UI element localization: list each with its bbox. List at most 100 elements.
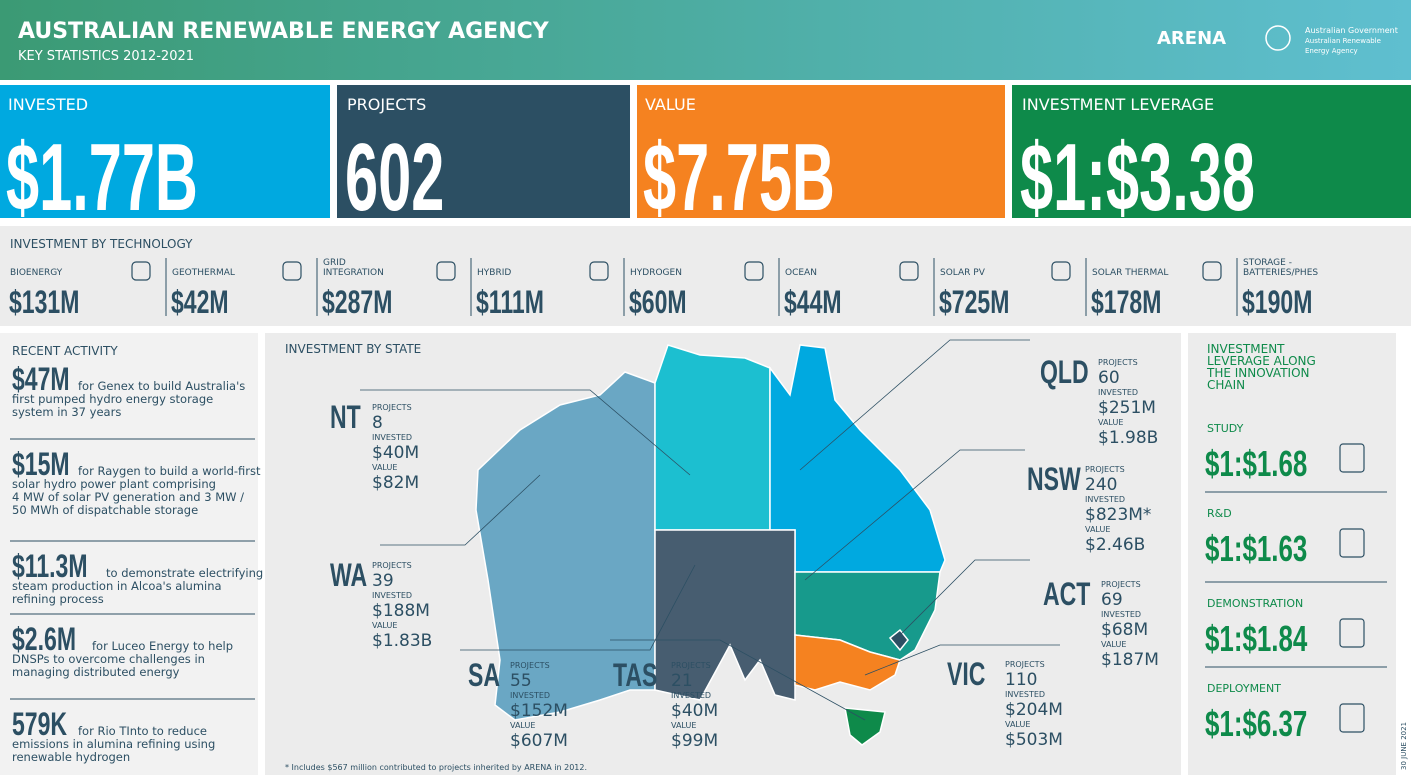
leverage-value: $1:$1.63 (1205, 529, 1307, 569)
state-invested: $823M* (1085, 505, 1151, 525)
small-label: VALUE (1098, 418, 1123, 427)
activity-text: to demonstrate electrifying (106, 566, 263, 580)
activity-text: DNSPs to overcome challenges in (12, 652, 205, 666)
kpi-value: $7.75B (643, 123, 835, 230)
small-label: INVESTED (1005, 690, 1045, 699)
small-label: INVESTED (1098, 388, 1138, 397)
state-invested: $204M (1005, 700, 1063, 720)
leverage-icon (1339, 443, 1365, 473)
activity-amount: $15M (12, 446, 70, 482)
tech-label: GRID (323, 258, 346, 268)
map (475, 344, 946, 746)
state-name: ACT (1043, 576, 1090, 612)
state-name: QLD (1040, 354, 1089, 390)
state-invested: $251M (1098, 398, 1156, 418)
activity-amount: $47M (12, 361, 70, 397)
kpi-label: PROJECTS (347, 95, 426, 114)
activity-text: renewable hydrogen (12, 750, 130, 764)
leader-line (864, 644, 1060, 676)
gov-text: Australian Renewable (1305, 37, 1381, 45)
small-label: PROJECTS (1098, 358, 1138, 367)
small-label: PROJECTS (372, 403, 412, 412)
tech-label: STORAGE - (1243, 258, 1292, 268)
activity-text: for Genex to build Australia's (78, 379, 245, 393)
tech-label: INTEGRATION (323, 268, 384, 278)
tech-label: OCEAN (785, 268, 817, 278)
tech-label: BATTERIES/PHES (1243, 268, 1318, 278)
state-value: $187M (1101, 650, 1159, 670)
activity-text: managing distributed energy (12, 665, 180, 679)
small-label: VALUE (1101, 640, 1126, 649)
state-invested: $68M (1101, 620, 1148, 640)
tech-value: $725M (939, 284, 1009, 320)
activity-amount: $2.6M (12, 621, 76, 657)
activity-text: refining process (12, 592, 104, 606)
section-title: INVESTMENT BY TECHNOLOGY (10, 237, 193, 251)
leverage-value: $1:$6.37 (1205, 704, 1307, 744)
date: 30 JUNE 2021 (1400, 722, 1408, 770)
activity-text: 50 MWh of dispatchable storage (12, 503, 198, 517)
small-label: PROJECTS (1085, 465, 1125, 474)
leverage-label: DEMONSTRATION (1207, 597, 1303, 610)
leverage-label: STUDY (1207, 422, 1244, 435)
state-name: SA (468, 657, 500, 693)
tech-value: $287M (322, 284, 392, 320)
kpi-value: 602 (345, 123, 444, 230)
leverage-label: R&D (1207, 507, 1232, 520)
kpi-value: $1.77B (6, 123, 198, 230)
tech-label: GEOTHERMAL (172, 268, 235, 278)
activity-amount: $11.3M (12, 548, 88, 584)
state-invested: $188M (372, 601, 430, 621)
small-label: INVESTED (372, 433, 412, 442)
tech-icon (589, 261, 609, 281)
state-name: VIC (947, 656, 985, 692)
tech-label: BIOENERGY (10, 268, 63, 278)
state-value: $1.83B (372, 631, 432, 651)
section-title: RECENT ACTIVITY (12, 344, 118, 358)
logo: ARENA (1157, 28, 1226, 49)
state-value: $1.98B (1098, 428, 1158, 448)
subtitle: KEY STATISTICS 2012-2021 (18, 49, 194, 64)
small-label: PROJECTS (372, 561, 412, 570)
state-value: $503M (1005, 730, 1063, 750)
activity-text: 4 MW of solar PV generation and 3 MW / (12, 490, 244, 504)
kpi-label: INVESTED (8, 95, 88, 114)
leverage-label: DEPLOYMENT (1207, 682, 1281, 695)
activity-text: first pumped hydro energy storage (12, 392, 213, 406)
leverage-value: $1:$1.68 (1205, 444, 1307, 484)
crest (1265, 25, 1291, 51)
state-projects: 21 (671, 671, 693, 691)
small-label: VALUE (1005, 720, 1030, 729)
state-invested: $152M (510, 701, 568, 721)
state-projects: 8 (372, 413, 383, 433)
activity-text: for Luceo Energy to help (92, 639, 233, 653)
leverage-icon (1339, 618, 1365, 648)
state-projects: 39 (372, 571, 394, 591)
leader-line (799, 339, 1030, 471)
leader-line (460, 564, 696, 651)
tech-bg (0, 226, 1411, 326)
small-label: VALUE (372, 621, 397, 630)
tech-value: $60M (629, 284, 687, 320)
tas (844, 707, 886, 746)
gov-text: Australian Government (1305, 26, 1398, 35)
tech-icon (1202, 261, 1222, 281)
small-label: INVESTED (372, 591, 412, 600)
tech-value: $42M (171, 284, 229, 320)
vic (794, 634, 901, 691)
nt (654, 344, 771, 531)
state-name: NSW (1027, 461, 1081, 497)
activity-text: solar hydro power plant comprising (12, 477, 216, 491)
activity-amount: 579K (12, 706, 67, 742)
small-label: INVESTED (510, 691, 550, 700)
tech-label: HYDROGEN (630, 268, 682, 278)
leader-line (380, 474, 541, 546)
small-label: INVESTED (1085, 495, 1125, 504)
small-label: VALUE (372, 463, 397, 472)
kpi-bg (637, 85, 1005, 218)
small-label: INVESTED (671, 691, 711, 700)
tech-icon (131, 261, 151, 281)
tech-value: $190M (1242, 284, 1312, 320)
small-label: VALUE (510, 721, 535, 730)
